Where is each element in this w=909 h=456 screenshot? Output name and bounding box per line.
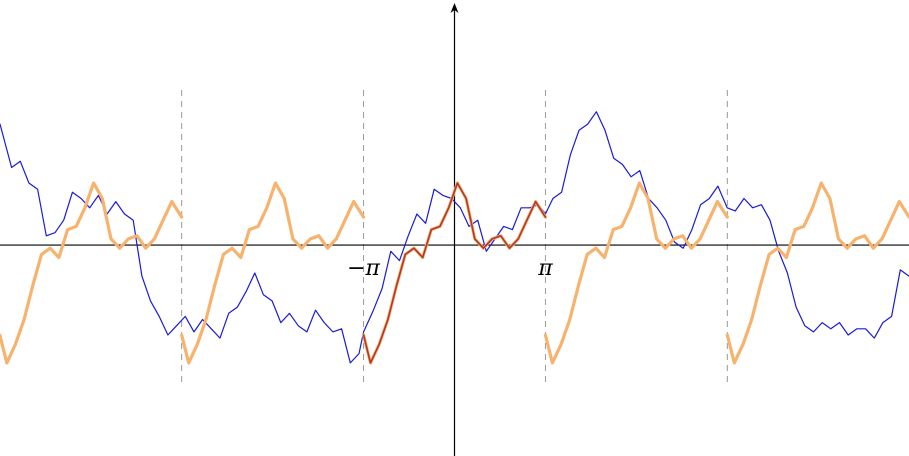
series-layer: [0, 111, 909, 365]
periodic-extension-line-p1: [543, 181, 729, 365]
x-tick-label-neg-pi: −π: [347, 256, 380, 281]
periodic-extension-line-m2: [0, 181, 184, 365]
periodic-extension-line-p2: [725, 181, 909, 365]
periodic-extension-line-m1: [180, 181, 366, 365]
x-tick-label-pi: π: [537, 256, 553, 281]
y-axis-arrowhead: [450, 3, 459, 13]
axes: [0, 3, 909, 456]
x-tick-labels: −π π: [347, 256, 553, 281]
base-period-series-line: [362, 182, 547, 364]
random-walk-series-line: [0, 111, 909, 364]
